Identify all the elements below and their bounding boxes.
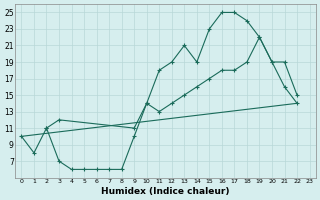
X-axis label: Humidex (Indice chaleur): Humidex (Indice chaleur) (101, 187, 230, 196)
